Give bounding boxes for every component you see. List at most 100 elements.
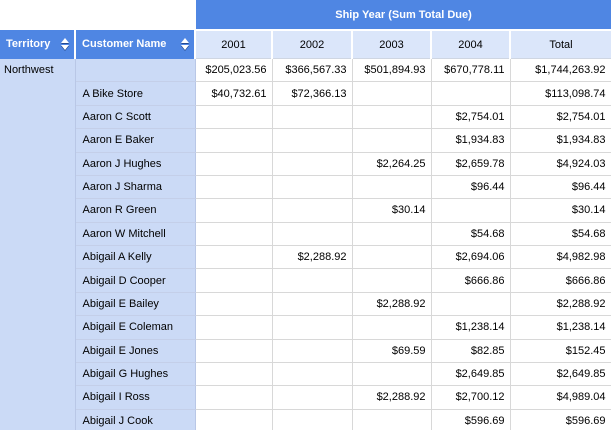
value-cell: $2,288.92: [509, 291, 611, 317]
value-cell: [194, 385, 273, 410]
value-cell: $2,649.85: [430, 361, 511, 387]
value-cell: $2,754.01: [430, 104, 511, 130]
value-cell: $69.59: [351, 338, 432, 363]
value-cell: $670,778.11: [430, 57, 511, 83]
customer-cell: Abigail G Hughes: [75, 362, 196, 387]
table-row: Abigail G Hughes $2,649.85 $2,649.85: [0, 361, 611, 387]
customer-cell: [75, 58, 196, 83]
customer-header-label: Customer Name: [82, 38, 167, 51]
customer-cell: Aaron E Baker: [75, 128, 196, 153]
customer-cell: Aaron W Mitchell: [75, 222, 196, 247]
customer-cell: Abigail A Kelly: [75, 245, 196, 270]
value-cell: [430, 198, 511, 223]
customer-name-column-header[interactable]: Customer Name: [75, 30, 195, 59]
value-cell: [271, 268, 353, 293]
table-row: Abigail J Cook $596.69 $596.69: [0, 408, 611, 430]
territory-sort-icon[interactable]: [61, 38, 69, 51]
value-cell: $2,264.25: [351, 151, 432, 176]
value-cell: [351, 81, 432, 106]
table-row: Aaron J Hughes $2,264.25 $2,659.78 $4,924.0…: [0, 151, 611, 176]
pivot-title: Ship Year (Sum Total Due): [193, 0, 611, 31]
value-cell: [351, 128, 432, 153]
customer-cell: Abigail J Cook: [75, 409, 196, 430]
value-cell: $2,700.12: [430, 385, 511, 410]
value-cell: [271, 128, 353, 153]
value-cell: $501,894.93: [351, 57, 432, 83]
table-row: Aaron R Green $30.14 $30.14: [0, 198, 611, 223]
table-row: Abigail D Cooper $666.86 $666.86: [0, 268, 611, 293]
value-cell: [271, 198, 353, 223]
value-cell: [351, 244, 432, 270]
value-cell: [271, 104, 353, 130]
value-cell: [271, 221, 353, 247]
value-cell: $666.86: [430, 268, 511, 293]
table-row: A Bike Store $40,732.61 $72,366.13 $113,098…: [0, 81, 611, 106]
value-cell: $72,366.13: [271, 81, 353, 106]
table-row: Aaron E Baker $1,934.83 $1,934.83: [0, 128, 611, 153]
value-cell: $4,982.98: [509, 244, 611, 270]
value-cell: $2,649.85: [509, 361, 611, 387]
value-cell: $366,567.33: [271, 57, 353, 83]
value-cell: [351, 268, 432, 293]
year-column-header-2003[interactable]: 2003: [351, 30, 431, 59]
customer-cell: Aaron C Scott: [75, 105, 196, 130]
table-row: Abigail I Ross $2,288.92 $2,700.12 $4,989.0…: [0, 385, 611, 410]
value-cell: $2,754.01: [509, 104, 611, 130]
sort-desc-arrow-icon: [181, 45, 189, 51]
value-cell: $40,732.61: [194, 81, 273, 106]
value-cell: $54.68: [509, 221, 611, 247]
year-column-header-2002[interactable]: 2002: [271, 30, 352, 59]
table-row: Northwest $205,023.56 $366,567.33 $501,894.…: [0, 57, 611, 430]
value-cell: $596.69: [430, 408, 511, 430]
year-column-header-2001[interactable]: 2001: [194, 30, 272, 59]
value-cell: [271, 174, 353, 200]
value-cell: [194, 104, 273, 130]
value-cell: $2,288.92: [351, 291, 432, 317]
value-cell: [194, 151, 273, 176]
value-cell: [194, 408, 273, 430]
value-cell: [271, 315, 353, 340]
value-cell: [194, 291, 273, 317]
value-cell: [351, 408, 432, 430]
value-cell: $1,934.83: [430, 128, 511, 153]
value-cell: $96.44: [509, 174, 611, 200]
value-cell: $1,238.14: [430, 315, 511, 340]
column-header-row: Territory Customer Name: [0, 30, 611, 59]
value-cell: $666.86: [509, 268, 611, 293]
value-cell: [430, 291, 511, 317]
value-cell: $96.44: [430, 174, 511, 200]
value-cell: [271, 338, 353, 363]
value-cell: [351, 174, 432, 200]
value-cell: [271, 151, 353, 176]
year-column-header-2004[interactable]: 2004: [430, 30, 510, 59]
sort-asc-arrow-icon: [181, 38, 189, 44]
table-row: Abigail A Kelly $2,288.92 $2,694.06 $4,982.…: [0, 244, 611, 270]
value-cell: $596.69: [509, 408, 611, 430]
value-cell: $2,288.92: [351, 385, 432, 410]
value-cell: [430, 81, 511, 106]
value-cell: $2,694.06: [430, 244, 511, 270]
customer-sort-icon[interactable]: [181, 38, 189, 51]
territory-column-header[interactable]: Territory: [0, 30, 76, 59]
value-cell: $1,934.83: [509, 128, 611, 153]
value-cell: $2,659.78: [430, 151, 511, 176]
total-column-header[interactable]: Total: [508, 30, 611, 59]
value-cell: $113,098.74: [509, 81, 611, 106]
table-row: Abigail E Jones $69.59 $82.85 $152.45: [0, 338, 611, 363]
customer-cell: Abigail D Cooper: [75, 268, 196, 293]
value-cell: [351, 104, 432, 130]
table-row: Aaron W Mitchell $54.68 $54.68: [0, 221, 611, 247]
value-cell: $82.85: [430, 338, 511, 363]
corner-spacer: [0, 0, 195, 30]
sort-asc-arrow-icon: [61, 38, 69, 44]
value-cell: [194, 244, 273, 270]
value-cell: $205,023.56: [194, 57, 273, 83]
value-cell: [194, 315, 273, 340]
value-cell: $30.14: [509, 198, 611, 223]
value-cell: $152.45: [509, 338, 611, 363]
value-cell: [194, 221, 273, 247]
value-cell: [351, 221, 432, 247]
value-cell: $54.68: [430, 221, 511, 247]
value-cell: [194, 338, 273, 363]
